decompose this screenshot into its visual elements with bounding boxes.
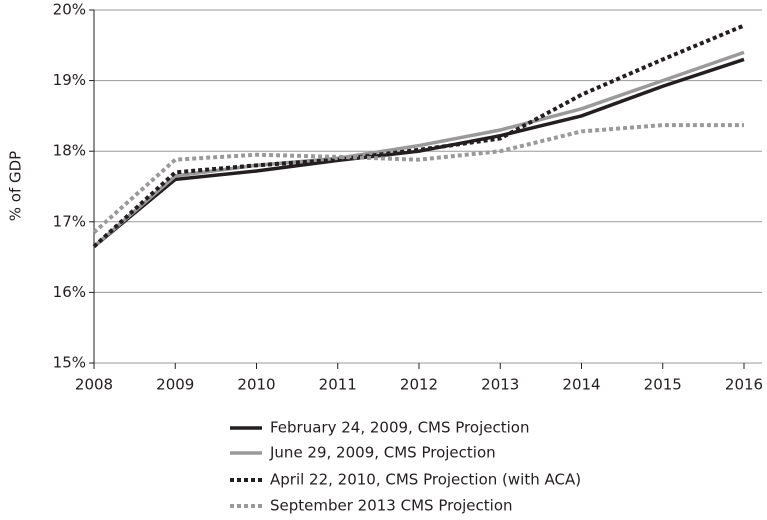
- x-tick-label: 2013: [481, 376, 519, 394]
- series-line: [92, 57, 745, 248]
- y-tick-label: 17%: [53, 212, 86, 230]
- x-tick-label: 2009: [156, 376, 194, 394]
- series-line: [92, 123, 744, 234]
- x-tick-label: 2012: [400, 376, 438, 394]
- legend-label: September 2013 CMS Projection: [270, 497, 513, 515]
- y-tick-label: 19%: [53, 71, 86, 89]
- legend-label: June 29, 2009, CMS Projection: [269, 444, 496, 462]
- y-axis-label: % of GDP: [7, 151, 25, 221]
- series-line: [92, 23, 745, 248]
- y-tick-label: 20%: [53, 1, 86, 19]
- y-tick-label: 15%: [53, 354, 86, 372]
- x-tick-label: 2011: [319, 376, 357, 394]
- x-tick-label: 2008: [75, 376, 113, 394]
- legend-label: February 24, 2009, CMS Projection: [270, 419, 529, 437]
- y-tick-label: 16%: [53, 283, 86, 301]
- x-tick-label: 2010: [237, 376, 275, 394]
- x-tick-label: 2016: [725, 376, 763, 394]
- y-tick-label: 18%: [53, 142, 86, 160]
- x-tick-label: 2014: [562, 376, 600, 394]
- x-tick-label: 2015: [644, 376, 682, 394]
- series-line: [92, 50, 745, 248]
- legend-label: April 22, 2010, CMS Projection (with ACA…: [270, 471, 581, 489]
